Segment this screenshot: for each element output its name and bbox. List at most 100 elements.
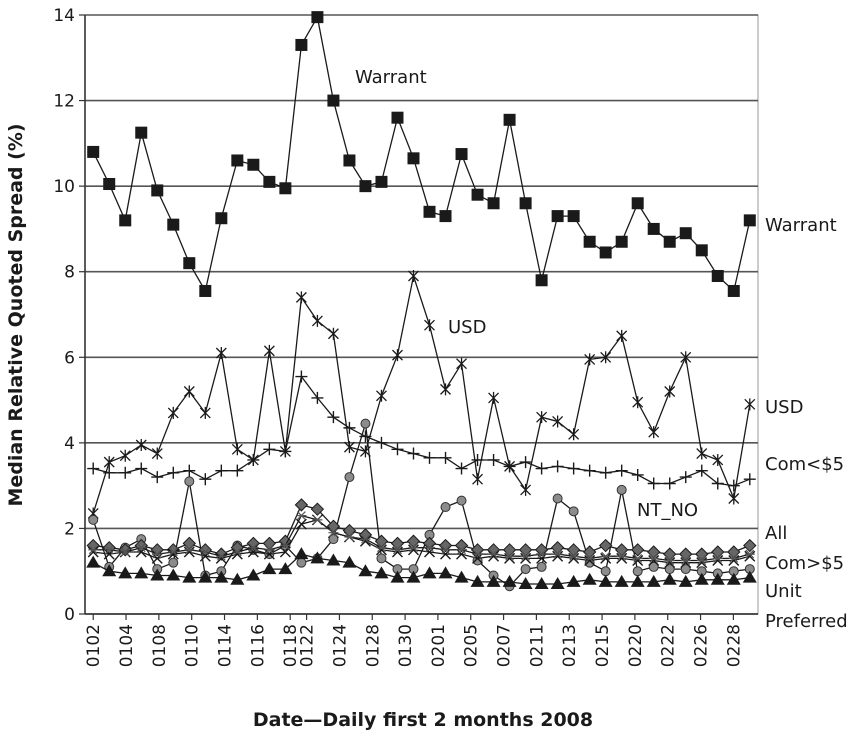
data-point bbox=[151, 552, 163, 564]
data-point bbox=[487, 197, 500, 210]
data-point bbox=[376, 553, 387, 564]
data-point bbox=[119, 466, 132, 479]
data-point bbox=[328, 534, 339, 545]
annotation: Warrant bbox=[355, 67, 427, 88]
data-point bbox=[568, 552, 580, 564]
x-tick-label: 0124 bbox=[330, 624, 350, 667]
data-point bbox=[728, 553, 739, 563]
data-point bbox=[584, 555, 596, 567]
data-point bbox=[214, 570, 229, 583]
data-point bbox=[310, 502, 325, 516]
data-point bbox=[727, 479, 740, 492]
data-point bbox=[632, 553, 643, 563]
data-point bbox=[678, 574, 693, 587]
data-point bbox=[600, 351, 612, 364]
data-point bbox=[216, 551, 227, 561]
data-point bbox=[262, 536, 277, 551]
data-point bbox=[551, 460, 564, 473]
gridlines bbox=[79, 14, 759, 615]
data-point bbox=[727, 284, 740, 297]
data-point bbox=[600, 566, 611, 577]
data-point bbox=[488, 549, 499, 559]
y-tick-label: 12 bbox=[53, 92, 75, 112]
data-point bbox=[343, 154, 356, 167]
data-point bbox=[438, 538, 453, 553]
series-end-labels: Warrant USD Com<$5 All Com>$5 Unit Preferred bbox=[765, 215, 848, 632]
data-point bbox=[151, 184, 164, 197]
data-point bbox=[311, 11, 324, 24]
data-point bbox=[407, 447, 420, 460]
annotation: USD bbox=[448, 317, 486, 338]
data-point bbox=[679, 471, 692, 484]
data-point bbox=[248, 543, 259, 553]
data-point bbox=[471, 188, 484, 201]
data-point bbox=[519, 456, 532, 469]
data-point bbox=[360, 534, 371, 544]
data-point bbox=[392, 545, 403, 555]
data-point bbox=[232, 547, 243, 557]
data-point bbox=[263, 344, 275, 357]
data-point bbox=[199, 406, 211, 419]
data-point bbox=[662, 572, 677, 585]
data-point bbox=[632, 396, 644, 409]
data-point bbox=[134, 566, 149, 579]
data-point bbox=[630, 574, 645, 587]
data-point bbox=[344, 532, 355, 542]
data-point bbox=[263, 548, 275, 560]
data-point bbox=[583, 464, 596, 477]
data-point bbox=[326, 553, 341, 566]
data-point bbox=[679, 227, 692, 240]
data-point bbox=[486, 574, 501, 587]
annotation: NT_NO bbox=[637, 500, 698, 521]
data-point bbox=[391, 111, 404, 124]
series-end-label: Unit bbox=[765, 581, 802, 602]
data-point bbox=[568, 506, 579, 517]
x-tick-label: 0114 bbox=[216, 624, 236, 667]
data-point bbox=[391, 443, 404, 456]
data-point bbox=[744, 398, 756, 411]
data-point bbox=[582, 572, 597, 585]
data-point bbox=[280, 541, 291, 550]
series-line bbox=[92, 15, 751, 293]
x-tick-label: 0211 bbox=[527, 624, 547, 667]
annotations: Warrant USD NT_NO bbox=[355, 67, 698, 521]
data-point bbox=[440, 383, 451, 396]
data-point bbox=[279, 445, 292, 458]
series-com-5 bbox=[87, 370, 756, 492]
data-point bbox=[135, 462, 148, 475]
data-point bbox=[454, 538, 469, 553]
data-point bbox=[630, 543, 645, 557]
data-point bbox=[408, 543, 419, 553]
data-point bbox=[584, 553, 595, 563]
x-tick-label: 0118 bbox=[281, 624, 301, 667]
data-point bbox=[375, 436, 388, 449]
data-point bbox=[534, 543, 549, 557]
data-point bbox=[694, 572, 709, 585]
data-point bbox=[439, 210, 452, 223]
x-tick-label: 0226 bbox=[692, 624, 712, 667]
data-point bbox=[230, 572, 245, 585]
x-tick-label: 0130 bbox=[396, 624, 416, 667]
data-point bbox=[680, 351, 692, 364]
x-tick-label: 0104 bbox=[117, 624, 137, 667]
data-point bbox=[726, 572, 741, 585]
data-point bbox=[358, 564, 373, 577]
data-point bbox=[648, 561, 659, 572]
data-point bbox=[183, 464, 196, 477]
data-point bbox=[342, 555, 357, 568]
data-point bbox=[536, 549, 547, 559]
data-point bbox=[456, 545, 467, 555]
data-point bbox=[616, 551, 627, 561]
plot-frame bbox=[84, 14, 759, 615]
data-point bbox=[167, 218, 180, 231]
data-point bbox=[103, 466, 116, 479]
data-point bbox=[663, 477, 676, 490]
data-point bbox=[247, 453, 260, 466]
data-point bbox=[135, 126, 148, 139]
data-point bbox=[615, 235, 628, 248]
data-point bbox=[359, 180, 372, 193]
data-point bbox=[343, 421, 356, 434]
data-point bbox=[199, 473, 212, 486]
data-point bbox=[182, 570, 197, 583]
series-unit bbox=[88, 511, 755, 565]
